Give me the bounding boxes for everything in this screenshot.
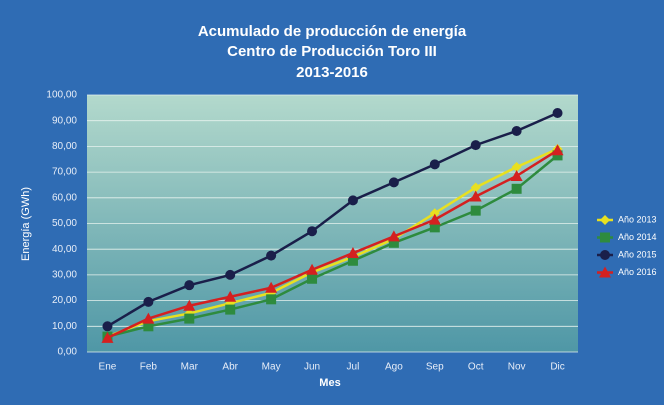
data-point [307, 273, 318, 284]
y-tick-label: 80,00 [52, 141, 77, 152]
series-line [107, 154, 559, 338]
data-point [511, 125, 522, 136]
data-point [265, 281, 278, 293]
chart-title: Acumulado de producción de energía [198, 23, 467, 40]
data-point [387, 230, 400, 242]
chart-subtitle: Centro de Producción Toro III [227, 43, 437, 60]
x-tick-label: Ago [385, 362, 403, 373]
data-point [510, 169, 523, 181]
x-tick-label: Mar [181, 362, 199, 373]
legend-label: Año 2013 [618, 214, 657, 224]
data-point [388, 237, 399, 248]
legend-marker [599, 266, 611, 278]
data-point [429, 159, 440, 170]
y-tick-label: 100,00 [46, 90, 77, 101]
series-line [107, 147, 559, 338]
x-tick-label: Sep [426, 362, 444, 373]
data-point [225, 304, 236, 315]
legend-marker [600, 250, 610, 260]
x-tick-label: Feb [140, 362, 158, 373]
data-point [224, 290, 237, 302]
x-tick-label: Nov [508, 362, 526, 373]
data-point [428, 213, 441, 225]
data-point [266, 294, 277, 305]
data-point [552, 150, 563, 161]
y-tick-label: 20,00 [52, 295, 77, 306]
data-point [429, 222, 440, 233]
data-point [102, 321, 113, 332]
data-point [429, 208, 440, 219]
legend-label: Año 2015 [618, 249, 657, 259]
x-tick-label: Jul [347, 362, 360, 373]
y-tick-label: 40,00 [52, 244, 77, 255]
data-point [143, 321, 154, 332]
data-point [347, 255, 358, 266]
data-point [347, 195, 358, 206]
data-point [184, 313, 195, 324]
x-tick-label: Ene [99, 362, 117, 373]
data-point [183, 299, 196, 311]
x-axis-label: Mes [319, 377, 340, 389]
x-tick-label: May [262, 362, 281, 373]
data-point [470, 140, 481, 151]
y-tick-label: 50,00 [52, 218, 77, 229]
data-point [266, 250, 277, 261]
y-tick-label: 10,00 [52, 321, 77, 332]
x-tick-label: Oct [468, 362, 484, 373]
data-point [470, 205, 481, 216]
legend-label: Año 2016 [618, 267, 657, 277]
x-tick-label: Jun [304, 362, 320, 373]
series-line [106, 149, 559, 339]
data-point [470, 182, 481, 193]
data-point [306, 263, 319, 275]
data-point [142, 312, 155, 324]
data-point [184, 280, 195, 291]
x-tick-label: Dic [550, 362, 564, 373]
y-tick-label: 90,00 [52, 115, 77, 126]
data-point [511, 161, 522, 172]
series-line [106, 111, 559, 328]
data-point [552, 107, 563, 118]
legend-marker [600, 215, 610, 225]
data-point [551, 144, 564, 156]
data-point [346, 247, 359, 259]
legend-label: Año 2014 [618, 232, 657, 242]
y-tick-label: 30,00 [52, 270, 77, 281]
data-point [307, 226, 318, 237]
y-axis-label: Energía (GWh) [20, 187, 32, 261]
data-point [388, 177, 399, 188]
legend-marker [600, 232, 610, 243]
data-point [101, 331, 114, 343]
data-point [225, 269, 236, 280]
data-point [143, 296, 154, 307]
y-tick-label: 70,00 [52, 167, 77, 178]
y-tick-label: 0,00 [58, 347, 78, 358]
chart-subtitle: 2013-2016 [296, 64, 368, 81]
y-tick-label: 60,00 [52, 192, 77, 203]
x-tick-label: Abr [222, 362, 238, 373]
data-point [469, 190, 482, 202]
data-point [511, 183, 522, 194]
